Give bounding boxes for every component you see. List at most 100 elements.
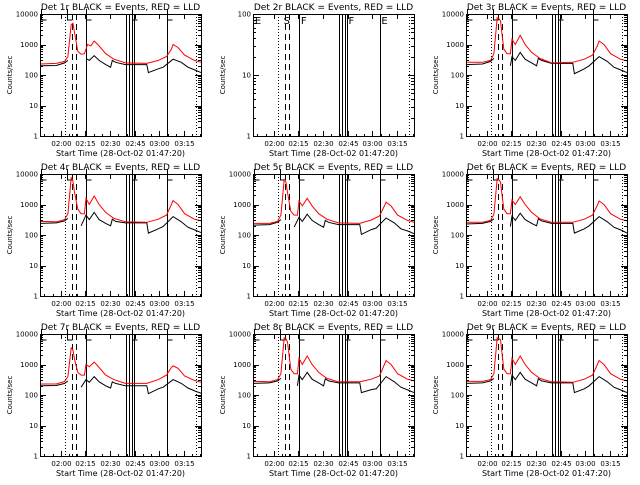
x-tick-label: 03:15 bbox=[174, 140, 194, 148]
series-line-lld bbox=[466, 177, 628, 223]
y-tick-label: 1000 bbox=[446, 41, 464, 49]
detector-panel-5r: 1 10 100 1000 10000 02:00 02:15 02:30 02:45 03:00… bbox=[213, 160, 426, 320]
x-tick-label: 03:00 bbox=[575, 460, 595, 468]
interval-bracket bbox=[558, 169, 564, 181]
series-line-events bbox=[252, 371, 415, 394]
y-tick-label: 10000 bbox=[442, 11, 464, 19]
interval-bracket bbox=[86, 329, 92, 341]
y-tick-label: 1 bbox=[34, 453, 38, 461]
y-axis-label: Counts/sec bbox=[219, 216, 227, 255]
x-tick-label: 02:45 bbox=[338, 300, 358, 308]
x-tick-label: 02:00 bbox=[51, 460, 71, 468]
interval-bracket bbox=[558, 9, 564, 21]
x-tick-label: 03:15 bbox=[387, 140, 407, 148]
y-tick-label: 1000 bbox=[233, 201, 251, 209]
y-axis-label: Counts/sec bbox=[219, 56, 227, 95]
detector-panel-1r: 1 10 100 1000 10000 02:00 02:15 02:30 02:45 03:00… bbox=[0, 0, 213, 160]
x-tick-label: 02:15 bbox=[501, 300, 521, 308]
x-axis-label: Start Time (28-Oct-02 01:47:20) bbox=[482, 309, 611, 318]
interval-bracket bbox=[299, 169, 305, 181]
y-tick-label: 100 bbox=[238, 232, 251, 240]
x-tick-label: 02:30 bbox=[100, 300, 120, 308]
y-axis-label: Counts/sec bbox=[432, 376, 440, 415]
series-line-lld bbox=[253, 178, 415, 224]
series-line-lld bbox=[466, 337, 628, 383]
interval-marker-label: E bbox=[255, 16, 261, 27]
chart-svg: 1 10 100 1000 10000 02:00 02:15 02:30 02:45 03:00… bbox=[6, 163, 202, 318]
plot-frame bbox=[40, 174, 202, 297]
x-tick-label: 02:00 bbox=[51, 140, 71, 148]
x-tick-label: 03:00 bbox=[362, 300, 382, 308]
panel-title: Det 3r BLACK = Events, RED = LLD bbox=[467, 3, 626, 13]
panel-title: Det 7r BLACK = Events, RED = LLD bbox=[41, 323, 200, 333]
x-tick-label: 03:00 bbox=[362, 140, 382, 148]
x-axis-label: Start Time (28-Oct-02 01:47:20) bbox=[482, 149, 611, 158]
interval-bracket bbox=[86, 9, 92, 21]
chart-svg: 1 10 100 1000 10000 02:00 02:15 02:30 02:45 03:00… bbox=[432, 323, 628, 478]
interval-bracket bbox=[593, 9, 599, 21]
plot-frame bbox=[253, 174, 415, 297]
plot-frame bbox=[253, 334, 415, 457]
y-tick-label: 100 bbox=[451, 392, 464, 400]
x-tick-label: 03:00 bbox=[149, 140, 169, 148]
y-tick-label: 10 bbox=[455, 422, 464, 430]
y-tick-label: 100 bbox=[25, 232, 38, 240]
x-axis-label: Start Time (28-Oct-02 01:47:20) bbox=[56, 309, 185, 318]
y-tick-label: 1 bbox=[247, 453, 251, 461]
y-tick-label: 1 bbox=[460, 133, 464, 141]
plot-frame bbox=[466, 14, 628, 137]
series-line-events bbox=[252, 213, 415, 236]
interval-bracket bbox=[132, 9, 138, 21]
x-tick-label: 03:00 bbox=[575, 140, 595, 148]
y-tick-label: 10 bbox=[29, 102, 38, 110]
x-tick-label: 03:15 bbox=[600, 300, 620, 308]
x-tick-label: 02:00 bbox=[477, 300, 497, 308]
interval-bracket bbox=[67, 329, 73, 341]
chart-svg: 1 10 100 1000 10000 02:00 02:15 02:30 02:45 03:00… bbox=[6, 323, 202, 478]
interval-bracket bbox=[132, 169, 138, 181]
x-tick-label: 02:45 bbox=[125, 460, 145, 468]
x-tick-label: 02:30 bbox=[313, 460, 333, 468]
series-line-lld bbox=[252, 337, 415, 383]
chart-svg: 1 10 100 1000 10000 02:00 02:15 02:30 02:45 03:00… bbox=[219, 163, 415, 318]
x-tick-label: 02:45 bbox=[551, 300, 571, 308]
interval-bracket bbox=[558, 329, 564, 341]
x-tick-label: 03:15 bbox=[387, 300, 407, 308]
y-tick-label: 10 bbox=[29, 262, 38, 270]
y-tick-label: 100 bbox=[238, 11, 251, 19]
chart-svg: 1 10 100 1000 10000 02:00 02:15 02:30 02:45 03:00… bbox=[432, 3, 628, 158]
y-tick-label: 10000 bbox=[16, 11, 38, 19]
chart-svg: 1 10 100 1000 10000 02:00 02:15 02:30 02:45 03:00… bbox=[432, 163, 628, 318]
interval-bracket bbox=[67, 9, 73, 21]
x-tick-label: 02:30 bbox=[526, 300, 546, 308]
x-tick-label: 02:30 bbox=[526, 460, 546, 468]
detector-panel-6r: 1 10 100 1000 10000 02:00 02:15 02:30 02:45 03:00… bbox=[426, 160, 639, 320]
x-axis-label: Start Time (28-Oct-02 01:47:20) bbox=[269, 309, 398, 318]
panel-title: Det 4r BLACK = Events, RED = LLD bbox=[41, 163, 200, 173]
x-tick-label: 02:15 bbox=[501, 140, 521, 148]
x-tick-label: 02:45 bbox=[125, 140, 145, 148]
x-tick-label: 02:15 bbox=[75, 460, 95, 468]
x-tick-label: 02:45 bbox=[125, 300, 145, 308]
chart-svg: 1 10 100 1000 10000 02:00 02:15 02:30 02:45 03:00… bbox=[6, 3, 202, 158]
x-axis-label: Start Time (28-Oct-02 01:47:20) bbox=[56, 469, 185, 478]
x-tick-label: 03:00 bbox=[149, 300, 169, 308]
x-tick-label: 02:15 bbox=[501, 460, 521, 468]
interval-bracket bbox=[167, 9, 173, 21]
y-tick-label: 10000 bbox=[442, 331, 464, 339]
interval-bracket bbox=[299, 329, 305, 341]
y-tick-label: 1000 bbox=[20, 41, 38, 49]
detector-panel-2r: E S F F E 1 10 100 02:00 02:15 02:30 02:45 03:00 03:1… bbox=[213, 0, 426, 160]
x-tick-label: 02:15 bbox=[288, 140, 308, 148]
y-tick-label: 10000 bbox=[16, 171, 38, 179]
y-tick-label: 1 bbox=[34, 293, 38, 301]
x-tick-label: 02:00 bbox=[477, 460, 497, 468]
x-tick-label: 02:45 bbox=[551, 140, 571, 148]
y-tick-label: 10 bbox=[455, 262, 464, 270]
x-tick-label: 03:15 bbox=[600, 460, 620, 468]
x-tick-label: 02:45 bbox=[338, 140, 358, 148]
y-axis-label: Counts/sec bbox=[6, 56, 14, 95]
y-tick-label: 1 bbox=[460, 293, 464, 301]
y-tick-label: 10000 bbox=[229, 171, 251, 179]
chart-svg: 1 10 100 1000 10000 02:00 02:15 02:30 02:45 03:00… bbox=[219, 323, 415, 478]
